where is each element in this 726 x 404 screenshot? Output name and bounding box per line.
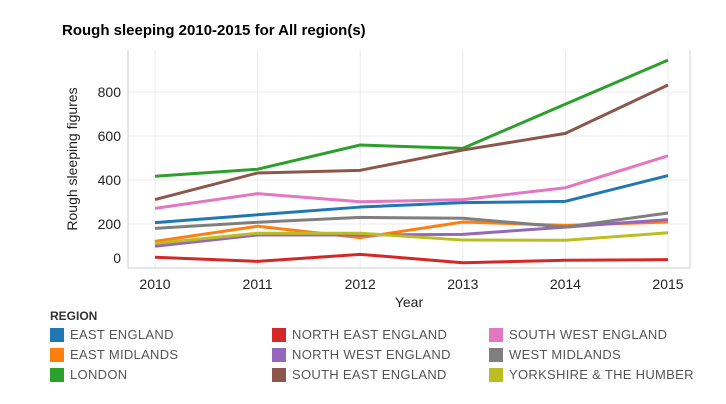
legend-swatch [272, 347, 286, 362]
legend-swatch [489, 327, 503, 342]
legend-swatch [50, 327, 64, 342]
legend-label: WEST MIDLANDS [509, 347, 622, 362]
legend-swatch [272, 327, 286, 342]
legend-label: NORTH EAST ENGLAND [292, 327, 448, 342]
y-tick-label: 800 [98, 84, 122, 100]
legend-label: LONDON [70, 367, 128, 382]
legend-swatch [50, 347, 64, 362]
legend-item[interactable]: SOUTH EAST ENGLAND [272, 367, 447, 382]
x-axis-title: Year [395, 294, 424, 310]
series-line-south-west-england [154, 154, 669, 210]
legend-label: SOUTH WEST ENGLAND [509, 327, 668, 342]
x-tick-label: 2012 [345, 276, 376, 292]
y-axis-title: Rough sleeping figures [64, 87, 80, 230]
legend-title: REGION [50, 309, 98, 323]
legend-swatch [489, 347, 503, 362]
series-line-west-midlands [154, 211, 669, 230]
series-line-south-east-england [154, 83, 669, 202]
y-tick-label: 400 [98, 172, 122, 188]
legend-label: EAST ENGLAND [70, 327, 174, 342]
legend-label: NORTH WEST ENGLAND [292, 347, 451, 362]
series-line-north-east-england [154, 252, 669, 265]
legend-label: EAST MIDLANDS [70, 347, 179, 362]
legend-label: YORKSHIRE & THE HUMBER [509, 367, 694, 382]
legend-item[interactable]: SOUTH WEST ENGLAND [489, 327, 667, 342]
legend-swatch [50, 367, 64, 382]
legend-item[interactable]: LONDON [50, 367, 127, 382]
legend-item[interactable]: EAST ENGLAND [50, 327, 174, 342]
series-line-east-england [154, 174, 669, 225]
y-tick-label: 200 [98, 216, 122, 232]
y-tick-label: 0 [113, 250, 121, 266]
legend-label: SOUTH EAST ENGLAND [292, 367, 447, 382]
chart-title: Rough sleeping 2010-2015 for All region(… [62, 22, 366, 39]
x-tick-label: 2014 [550, 276, 581, 292]
legend-item[interactable]: WEST MIDLANDS [489, 347, 621, 362]
x-tick-label: 2011 [243, 276, 273, 292]
x-tick-label: 2013 [447, 276, 478, 292]
y-tick-label: 600 [98, 128, 122, 144]
legend-swatch [272, 367, 286, 382]
legend-item[interactable]: YORKSHIRE & THE HUMBER [489, 367, 694, 382]
x-tick-label: 2010 [139, 276, 170, 292]
legend-item[interactable]: NORTH WEST ENGLAND [272, 347, 451, 362]
series-line-london [154, 58, 669, 178]
legend-item[interactable]: NORTH EAST ENGLAND [272, 327, 447, 342]
legend-swatch [489, 367, 503, 382]
x-tick-label: 2015 [652, 276, 683, 292]
series-line-yorkshire-the-humber [154, 231, 669, 245]
legend-item[interactable]: EAST MIDLANDS [50, 347, 178, 362]
